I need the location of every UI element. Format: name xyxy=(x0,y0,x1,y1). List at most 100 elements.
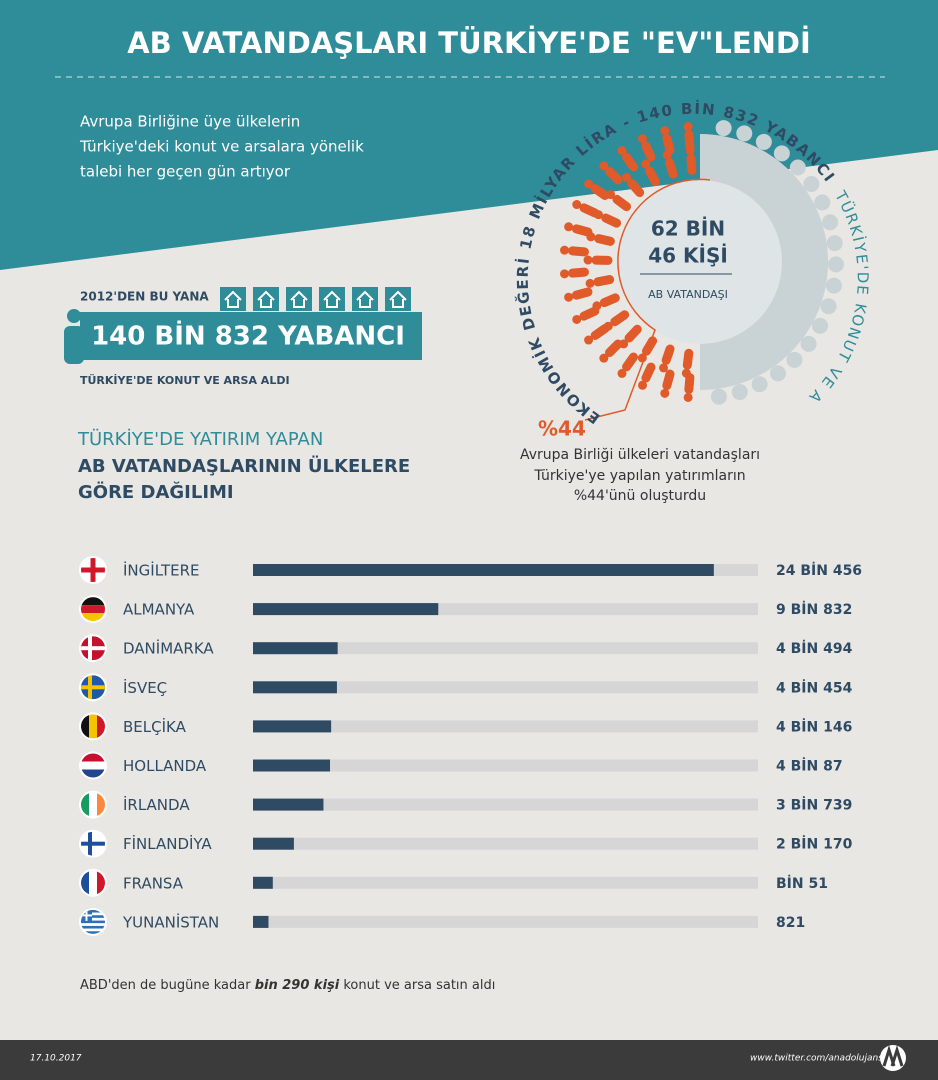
flag xyxy=(79,790,107,819)
ring-body xyxy=(610,310,630,327)
ring-head xyxy=(560,245,570,255)
flag-inner xyxy=(81,753,105,778)
person-icon xyxy=(67,309,81,323)
ring-head xyxy=(812,317,829,334)
ring-head xyxy=(638,134,648,144)
category-label: YUNANİSTAN xyxy=(122,912,219,931)
flag xyxy=(81,912,105,916)
ring-body xyxy=(624,324,642,343)
ring-head xyxy=(770,365,787,382)
ring-head xyxy=(564,222,574,232)
center-value: 62 BİN xyxy=(651,217,725,241)
ring-head xyxy=(583,255,593,265)
flag xyxy=(79,829,107,858)
bar xyxy=(253,759,331,772)
ring-body xyxy=(627,179,645,198)
note-emphasis: bin 290 kişi xyxy=(255,978,340,993)
category-label: İRLANDA xyxy=(123,795,190,814)
value-label: 9 BİN 832 xyxy=(776,601,852,618)
chart-title: GÖRE DAĞILIMI xyxy=(78,481,234,503)
flag xyxy=(81,928,105,932)
footer xyxy=(0,1040,938,1080)
flag xyxy=(81,597,105,606)
ring-body xyxy=(604,339,623,358)
ring-body xyxy=(684,129,695,151)
flag xyxy=(97,714,105,739)
ring-head xyxy=(584,179,594,189)
logo xyxy=(882,1044,904,1067)
flag xyxy=(79,556,107,584)
title: AB VATANDAŞLARI TÜRKİYE'DE "EV"LENDİ xyxy=(127,26,811,60)
bar xyxy=(253,681,337,694)
flag xyxy=(79,673,107,702)
bar xyxy=(253,642,338,655)
bar-track xyxy=(253,837,758,850)
bar xyxy=(253,564,714,576)
value-label: 4 BİN 454 xyxy=(776,679,853,696)
count-banner xyxy=(80,312,422,360)
count-caption: TÜRKİYE'DE KONUT VE ARSA ALDI xyxy=(80,373,290,387)
flag-inner xyxy=(81,714,105,739)
chart-title: TÜRKİYE'DE YATIRIM YAPAN xyxy=(77,428,323,450)
ring-head xyxy=(773,145,790,162)
intro: Avrupa Birliğine üye ülkelerin xyxy=(80,113,300,131)
flag xyxy=(79,595,107,624)
ring-head xyxy=(710,388,727,405)
share: %44 xyxy=(538,417,586,441)
house xyxy=(323,290,341,308)
ring-head xyxy=(786,351,803,368)
flag xyxy=(81,761,105,770)
center-label: AB VATANDAŞI xyxy=(648,288,728,301)
ring-head xyxy=(622,172,632,182)
bar xyxy=(253,720,332,733)
note: ABD'den de bugüne kadar bin 290 kişi kon… xyxy=(80,978,495,993)
center-value: 46 KİŞİ xyxy=(648,244,728,268)
value-label: 3 BİN 739 xyxy=(776,797,852,814)
ring-head xyxy=(660,126,670,136)
bar-track xyxy=(253,681,758,694)
ring-body xyxy=(622,152,638,172)
flag xyxy=(89,714,97,739)
value-label: BİN 51 xyxy=(776,875,828,892)
ring-head xyxy=(560,269,570,279)
ring-body xyxy=(684,373,695,395)
flag xyxy=(81,870,89,895)
ring-head xyxy=(814,194,831,211)
ring-head xyxy=(638,380,648,390)
ring-body xyxy=(682,348,694,370)
ring-head xyxy=(800,335,817,352)
flag-inner xyxy=(81,636,105,661)
ring-body xyxy=(686,153,697,175)
category-label: İSVEÇ xyxy=(123,678,167,697)
flag xyxy=(79,712,107,741)
flag xyxy=(81,920,105,924)
share-caption: %44'ünü oluşturdu xyxy=(574,488,706,504)
ring-head xyxy=(683,392,693,402)
ring-body xyxy=(599,293,620,308)
flag xyxy=(79,751,107,780)
flag xyxy=(79,634,107,663)
ring-body xyxy=(661,344,675,365)
flag-inner xyxy=(81,870,105,895)
ring-body xyxy=(579,306,600,321)
flag xyxy=(89,792,97,817)
flag xyxy=(81,567,105,573)
ring-body xyxy=(612,194,632,212)
flag xyxy=(89,870,97,895)
ring-head xyxy=(736,125,753,142)
house-icons xyxy=(220,287,411,311)
ring-body xyxy=(662,369,675,391)
house xyxy=(356,290,374,308)
ring-head xyxy=(564,292,574,302)
ring-body xyxy=(567,267,589,278)
ring-head xyxy=(659,363,669,373)
ring-body xyxy=(622,352,638,372)
note-text: konut ve arsa satın aldı xyxy=(339,978,495,993)
ring-body xyxy=(641,362,656,383)
bar xyxy=(253,876,273,889)
house xyxy=(224,290,242,308)
header-band xyxy=(0,0,938,270)
bar-track xyxy=(253,720,758,733)
flag xyxy=(79,907,107,936)
